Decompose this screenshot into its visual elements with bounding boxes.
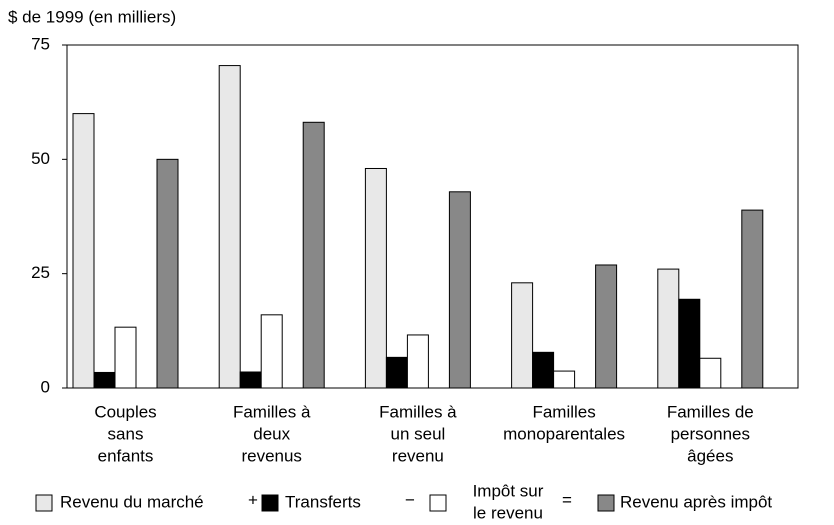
legend-operator: = [562, 490, 572, 509]
x-tick-label: Couples [94, 402, 156, 421]
x-tick-label: sans [108, 424, 144, 443]
bar [678, 298, 701, 389]
x-tick-label: monoparentales [503, 424, 625, 443]
x-tick-label: âgées [687, 446, 733, 465]
bar [385, 356, 408, 389]
bar [72, 113, 95, 389]
bar [93, 371, 116, 389]
x-tick-label: Familles [532, 402, 595, 421]
x-tick-label: Familles de [667, 402, 754, 421]
y-tick-label: 25 [31, 263, 50, 282]
legend-label: Impôt sur [473, 481, 544, 500]
legend-operator: + [248, 490, 258, 509]
bar [553, 370, 576, 389]
x-tick-label: un seul [390, 424, 445, 443]
x-tick-label: enfants [98, 446, 154, 465]
legend-label: Transferts [285, 492, 361, 511]
bar [406, 334, 429, 389]
bar [302, 121, 325, 389]
bar [699, 357, 722, 389]
x-tick-label: revenus [241, 446, 301, 465]
y-axis-label: $ de 1999 (en milliers) [8, 7, 176, 26]
bar [114, 326, 137, 389]
y-tick-label: 75 [31, 34, 50, 53]
bar [156, 158, 179, 389]
bar [364, 167, 387, 389]
y-tick-label: 50 [31, 149, 50, 168]
legend-label: Revenu du marché [60, 492, 204, 511]
bar [532, 351, 555, 389]
y-tick-label: 0 [41, 377, 50, 396]
bar [448, 191, 471, 389]
legend-label: le revenu [473, 503, 543, 522]
legend-operator: − [405, 490, 415, 509]
bar [511, 282, 534, 389]
bar [218, 65, 241, 389]
x-tick-label: Familles à [379, 402, 457, 421]
x-tick-label: Familles à [233, 402, 311, 421]
x-tick-label: revenu [392, 446, 444, 465]
bar [741, 209, 764, 389]
legend-swatch [35, 494, 53, 512]
bar [657, 268, 680, 389]
x-tick-label: deux [253, 424, 290, 443]
legend-label: Revenu après impôt [620, 492, 772, 511]
x-tick-label: personnes [671, 424, 750, 443]
legend-swatch [261, 494, 279, 512]
bar [595, 264, 618, 389]
bar [239, 371, 262, 389]
legend-swatch [597, 494, 615, 512]
bar [260, 314, 283, 389]
legend-swatch [429, 494, 447, 512]
